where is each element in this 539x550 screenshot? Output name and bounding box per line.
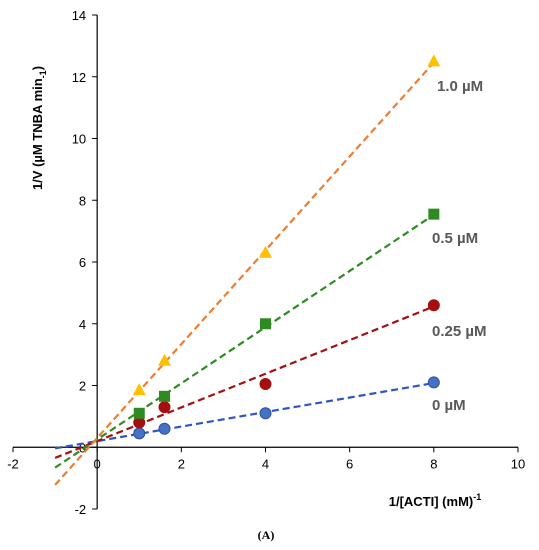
y-tick-label: 2 bbox=[79, 379, 86, 394]
data-point bbox=[133, 407, 145, 419]
data-point bbox=[132, 383, 146, 396]
x-tick-label: 8 bbox=[430, 456, 437, 471]
x-tick-label: 4 bbox=[262, 456, 269, 471]
fit-line bbox=[54, 381, 435, 450]
data-point bbox=[158, 401, 171, 414]
data-point bbox=[428, 208, 440, 220]
x-tick-label: 10 bbox=[511, 456, 525, 471]
data-point bbox=[259, 407, 272, 420]
fit-line bbox=[54, 61, 435, 486]
data-point bbox=[259, 377, 272, 390]
fit-lines bbox=[54, 61, 435, 486]
data-point bbox=[259, 245, 272, 258]
y-axis-title-text: 1/V (µM TNBA min bbox=[30, 78, 45, 190]
data-point bbox=[159, 390, 170, 402]
figure-caption: (A) bbox=[258, 528, 275, 542]
x-axis-title-text: 1/[ACTI] (mM) bbox=[389, 494, 474, 509]
data-point bbox=[427, 299, 440, 312]
data-point bbox=[427, 376, 440, 389]
axes bbox=[12, 14, 519, 510]
y-tick-label: 12 bbox=[72, 70, 86, 85]
series-label: 0.25 µM bbox=[432, 323, 487, 340]
y-tick-label: 8 bbox=[79, 193, 86, 208]
y-axis-title: 1/V (µM TNBA min-1) bbox=[30, 66, 48, 190]
y-tick-label: 0 bbox=[79, 440, 86, 455]
tick-labels: -2 0 2 4 6 8 10 -2 0 2 4 6 8 10 12 14 bbox=[7, 8, 525, 517]
y-tick-label: 6 bbox=[79, 255, 86, 270]
y-axis-title-subscript: -1 bbox=[38, 70, 48, 78]
y-tick-label: 10 bbox=[72, 132, 86, 147]
data-point bbox=[158, 353, 171, 366]
data-points bbox=[132, 54, 441, 440]
y-tick-label: -2 bbox=[75, 502, 87, 517]
x-tick-label: 2 bbox=[178, 456, 185, 471]
series-label: 1.0 µM bbox=[437, 78, 483, 95]
y-tick-label: 4 bbox=[79, 317, 86, 332]
series-label: 0.5 µM bbox=[432, 230, 478, 247]
series-label: 0 µM bbox=[432, 397, 466, 414]
x-axis-title: 1/[ACTI] (mM)-1 bbox=[389, 492, 482, 509]
x-tick-label: -2 bbox=[7, 456, 19, 471]
x-tick-label: 6 bbox=[346, 456, 353, 471]
data-point bbox=[260, 318, 271, 330]
fit-line bbox=[54, 305, 435, 459]
series-labels: 0 µM 0.25 µM 0.5 µM 1.0 µM bbox=[432, 78, 487, 414]
data-point bbox=[133, 427, 146, 440]
data-point bbox=[427, 54, 441, 67]
data-point bbox=[158, 422, 171, 435]
fit-line bbox=[54, 213, 435, 469]
x-axis-title-superscript: -1 bbox=[473, 492, 481, 502]
x-tick-label: 0 bbox=[94, 456, 101, 471]
y-axis-title-close: ) bbox=[30, 66, 45, 70]
y-tick-label: 14 bbox=[72, 8, 86, 23]
